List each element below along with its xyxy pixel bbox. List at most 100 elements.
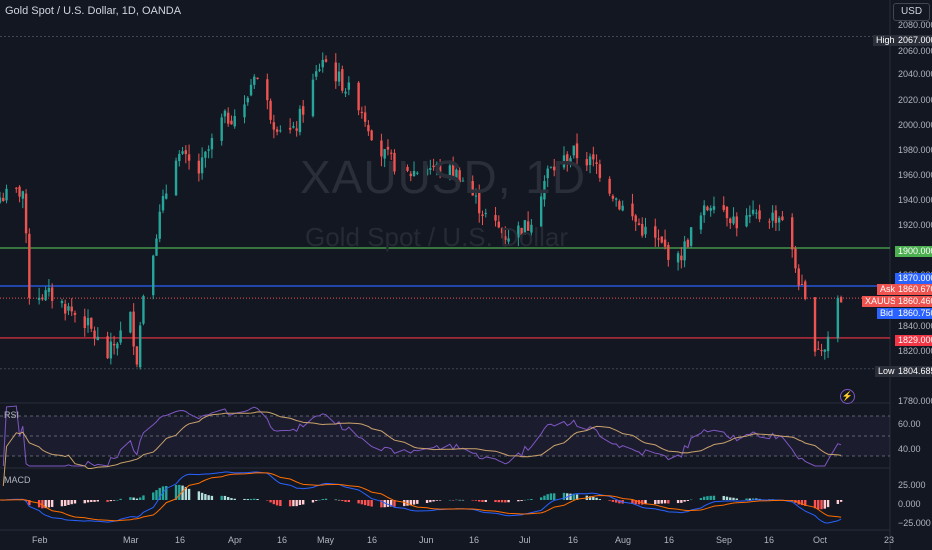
- macd-histogram-bar: [817, 500, 820, 510]
- candle-body: [813, 297, 817, 352]
- candle-body: [478, 192, 481, 214]
- macd-histogram-bar: [135, 498, 139, 500]
- time-tick: 16: [469, 535, 480, 545]
- macd-histogram-bar: [360, 500, 364, 505]
- candle-body: [383, 149, 386, 159]
- candle-body: [585, 159, 589, 166]
- macd-histogram-bar: [256, 499, 259, 500]
- candle-body: [706, 206, 709, 211]
- macd-tick: 0.000: [898, 499, 921, 509]
- candle-body: [256, 77, 259, 79]
- macd-histogram-bar: [155, 490, 158, 500]
- candle-body: [494, 215, 497, 221]
- macd-histogram-bar: [706, 496, 709, 500]
- macd-histogram-bar: [804, 500, 807, 506]
- macd-histogram-bar: [507, 500, 510, 503]
- rsi-panel-label: RSI: [4, 410, 20, 420]
- price-tick: 2000.000: [898, 120, 932, 130]
- macd-histogram-bar: [90, 500, 93, 502]
- macd-histogram-bar: [644, 500, 647, 505]
- macd-histogram-bar: [295, 500, 298, 507]
- candle-body: [575, 143, 579, 159]
- candle-body: [817, 348, 820, 350]
- candle-body: [771, 212, 774, 221]
- macd-histogram-bar: [341, 500, 344, 502]
- macd-panel-label: MACD: [4, 475, 31, 485]
- macd-histogram-bar: [269, 500, 272, 503]
- macd-histogram-bar: [435, 500, 439, 501]
- candle-body: [181, 151, 184, 154]
- candle-body: [318, 69, 321, 71]
- candle-body: [347, 82, 351, 90]
- candle-body: [839, 297, 843, 303]
- candle-body: [184, 150, 188, 155]
- macd-histogram-bar: [334, 499, 337, 501]
- macd-histogram-bar: [393, 500, 396, 507]
- candle-body: [611, 195, 615, 199]
- macd-histogram-bar: [494, 500, 497, 503]
- macd-histogram-bar: [689, 499, 693, 501]
- macd-histogram-bar: [204, 494, 207, 500]
- macd-histogram-bar: [826, 500, 830, 508]
- macd-histogram-bar: [471, 500, 474, 501]
- macd-histogram-bar: [67, 500, 70, 505]
- candle-body: [614, 198, 618, 200]
- macd-histogram-bar: [301, 500, 305, 505]
- macd-histogram-bar: [676, 500, 680, 504]
- macd-histogram-bar: [47, 500, 51, 508]
- candle-body: [83, 316, 86, 328]
- candle-body: [288, 127, 292, 130]
- price-tick: 2060.000: [898, 46, 932, 56]
- candle-body: [5, 188, 8, 201]
- candle-body: [197, 160, 201, 174]
- candle-body: [416, 172, 419, 174]
- lightning-icon[interactable]: ⚡: [840, 389, 855, 404]
- macd-histogram-bar: [207, 495, 210, 500]
- candle-body: [826, 336, 830, 352]
- macd-histogram-bar: [227, 496, 230, 500]
- candle-body: [24, 193, 28, 234]
- candle-body: [425, 168, 429, 176]
- macd-histogram-bar: [657, 500, 660, 504]
- candle-body: [781, 216, 784, 221]
- macd-histogram-bar: [631, 500, 634, 504]
- candle-body: [455, 169, 458, 181]
- macd-histogram-bar: [451, 500, 455, 501]
- candle-body: [41, 297, 44, 300]
- macd-histogram-bar: [699, 498, 703, 500]
- candle-body: [142, 295, 145, 324]
- candle-body: [174, 160, 178, 196]
- macd-histogram-bar: [233, 498, 236, 500]
- candle-body: [86, 318, 90, 326]
- candle-body: [631, 203, 634, 217]
- candle-body: [526, 221, 530, 231]
- macd-histogram-bar: [311, 500, 315, 503]
- macd-histogram-bar: [86, 500, 90, 503]
- macd-histogram-bar: [500, 500, 504, 503]
- candle-body: [562, 155, 566, 168]
- candle-body: [634, 215, 637, 222]
- macd-histogram-bar: [595, 497, 598, 500]
- signal-line: [0, 472, 842, 522]
- ask-tag: Ask: [877, 284, 899, 295]
- macd-histogram-bar: [181, 485, 184, 500]
- macd-histogram-bar: [543, 495, 546, 500]
- candle-body: [435, 164, 439, 168]
- candle-body: [432, 165, 435, 168]
- candle-body: [220, 117, 223, 141]
- macd-histogram-bar: [279, 500, 282, 507]
- macd-histogram-bar: [546, 494, 549, 500]
- candle-body: [275, 129, 279, 132]
- candle-body: [227, 112, 230, 124]
- macd-histogram-bar: [680, 500, 683, 503]
- macd-histogram-bar: [165, 485, 168, 500]
- macd-histogram-bar: [478, 500, 481, 502]
- macd-histogram-bar: [187, 488, 191, 500]
- price-tick: 1980.000: [898, 145, 932, 155]
- macd-histogram-bar: [722, 495, 725, 500]
- candle-body: [370, 130, 373, 141]
- candle-body: [569, 158, 572, 165]
- currency-button[interactable]: USD: [893, 3, 930, 21]
- time-tick: Jun: [419, 535, 434, 545]
